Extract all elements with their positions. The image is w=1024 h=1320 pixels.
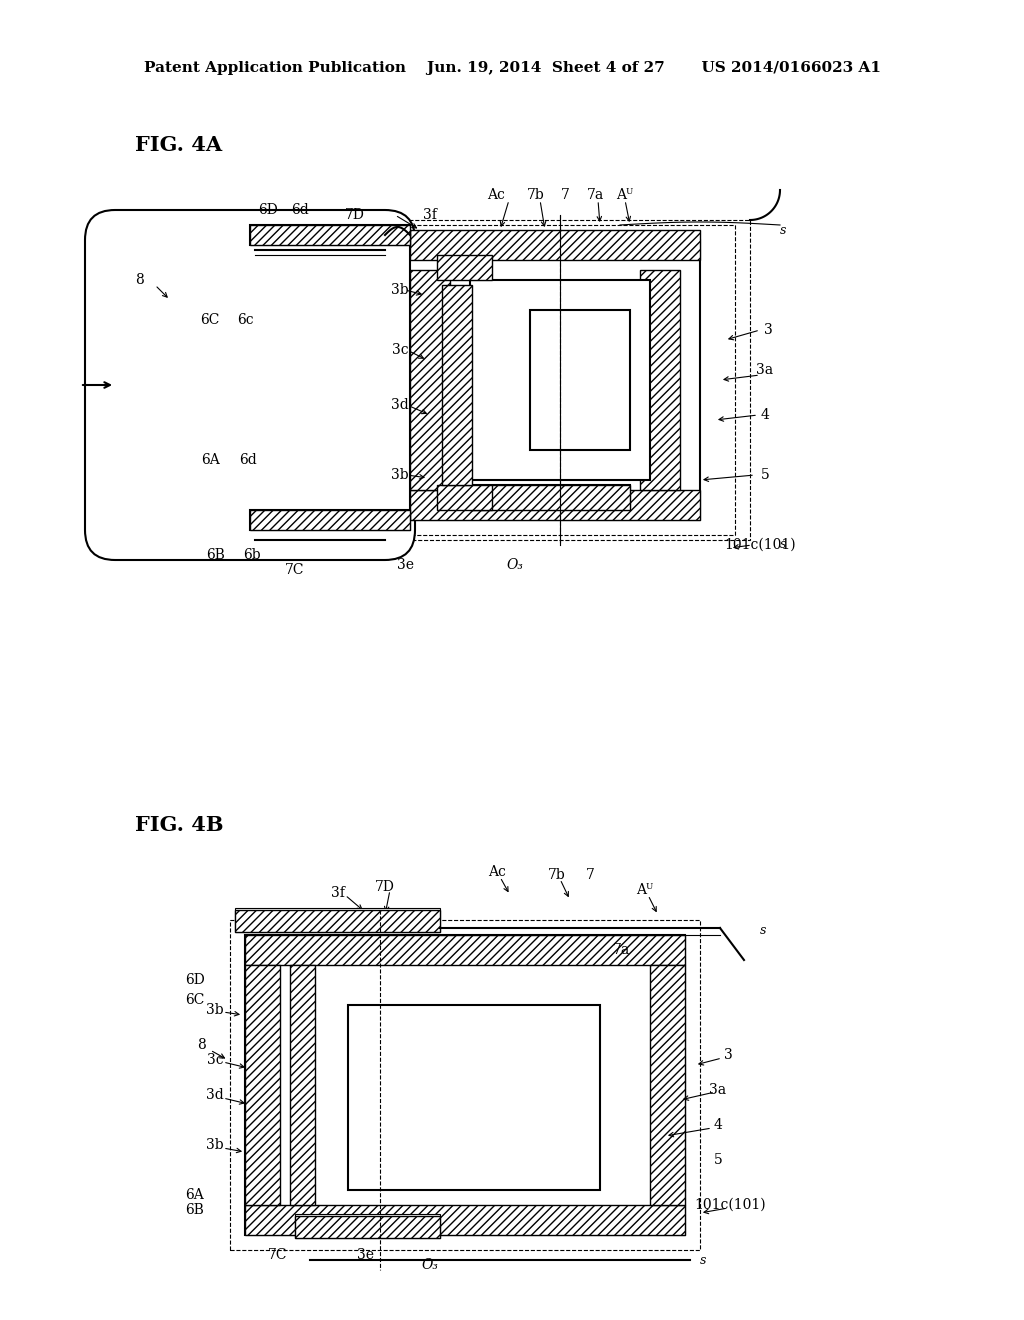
Bar xyxy=(410,240,700,520)
Text: Patent Application Publication    Jun. 19, 2014  Sheet 4 of 27       US 2014/016: Patent Application Publication Jun. 19, … xyxy=(143,61,881,75)
Text: 6d: 6d xyxy=(240,453,257,467)
Bar xyxy=(400,220,750,540)
Text: 101c(101): 101c(101) xyxy=(694,1199,766,1212)
Text: 5: 5 xyxy=(761,469,769,482)
Bar xyxy=(410,271,450,490)
Bar xyxy=(230,920,700,1250)
Text: 3: 3 xyxy=(724,1048,732,1063)
Bar xyxy=(295,1222,440,1230)
Bar xyxy=(245,965,280,1205)
Text: 7D: 7D xyxy=(345,209,365,222)
Bar xyxy=(530,310,630,450)
Text: 3c: 3c xyxy=(392,343,409,356)
Text: 5: 5 xyxy=(714,1152,722,1167)
Text: 6A: 6A xyxy=(185,1188,205,1203)
Bar xyxy=(250,510,410,531)
Text: 7a: 7a xyxy=(612,942,630,957)
Text: s: s xyxy=(760,924,766,936)
Text: 6C: 6C xyxy=(185,993,205,1007)
Text: 3b: 3b xyxy=(391,282,409,297)
Text: 3a: 3a xyxy=(710,1082,727,1097)
Text: 7: 7 xyxy=(560,187,569,202)
Bar xyxy=(640,271,680,490)
Bar xyxy=(442,285,472,484)
Text: 8: 8 xyxy=(198,1038,207,1052)
Text: Aᵁ: Aᵁ xyxy=(616,187,634,202)
Bar xyxy=(295,1214,440,1222)
Text: 6A: 6A xyxy=(201,453,219,467)
Text: s: s xyxy=(700,1254,707,1266)
Text: FIG. 4A: FIG. 4A xyxy=(135,135,222,154)
Bar xyxy=(234,908,440,916)
Text: 7b: 7b xyxy=(527,187,545,202)
Bar xyxy=(234,916,440,924)
Bar xyxy=(250,224,410,246)
Bar xyxy=(650,965,685,1205)
Text: 3a: 3a xyxy=(757,363,773,378)
Text: Aᵁ: Aᵁ xyxy=(636,883,653,898)
Text: 6B: 6B xyxy=(207,548,225,562)
Text: 7C: 7C xyxy=(268,1247,288,1262)
Text: Ac: Ac xyxy=(487,187,505,202)
Bar xyxy=(245,935,685,965)
Text: 3c: 3c xyxy=(207,1053,223,1067)
Bar xyxy=(470,280,650,480)
Text: FIG. 4B: FIG. 4B xyxy=(135,814,223,836)
Text: 6b: 6b xyxy=(243,548,261,562)
Bar xyxy=(234,909,440,932)
Text: 7C: 7C xyxy=(286,564,305,577)
Bar xyxy=(295,1216,440,1238)
Bar xyxy=(348,1005,600,1191)
Text: 7D: 7D xyxy=(375,880,395,894)
Text: 6D: 6D xyxy=(185,973,205,987)
Text: 8: 8 xyxy=(135,273,144,286)
Bar xyxy=(470,484,630,510)
Text: 3d: 3d xyxy=(391,399,409,412)
FancyBboxPatch shape xyxy=(85,210,415,560)
Bar xyxy=(290,965,315,1205)
Bar xyxy=(437,484,492,510)
Text: s: s xyxy=(780,223,786,236)
Bar xyxy=(437,255,492,280)
Text: 4: 4 xyxy=(761,408,769,422)
Bar xyxy=(410,490,700,520)
Text: 3b: 3b xyxy=(206,1138,224,1152)
Text: 7: 7 xyxy=(586,869,595,882)
Bar xyxy=(470,484,630,510)
Text: 6B: 6B xyxy=(185,1203,205,1217)
Text: 3: 3 xyxy=(764,323,772,337)
Text: Ac: Ac xyxy=(488,865,506,879)
Text: 3b: 3b xyxy=(206,1003,224,1016)
Text: 4: 4 xyxy=(714,1118,723,1133)
Bar xyxy=(245,1205,685,1236)
Text: 3e: 3e xyxy=(356,1247,374,1262)
Text: 3b: 3b xyxy=(391,469,409,482)
Text: 3e: 3e xyxy=(396,558,414,572)
Text: 6c: 6c xyxy=(237,313,253,327)
Bar xyxy=(410,230,700,260)
Text: O₃: O₃ xyxy=(507,558,523,572)
Text: s: s xyxy=(780,539,786,552)
Text: 6d: 6d xyxy=(291,203,309,216)
Text: 3f: 3f xyxy=(423,209,437,222)
Text: 101c(101): 101c(101) xyxy=(724,539,796,552)
Text: 6D: 6D xyxy=(258,203,278,216)
Text: 7a: 7a xyxy=(587,187,603,202)
Bar xyxy=(406,224,735,535)
Text: 3d: 3d xyxy=(206,1088,224,1102)
Text: 6C: 6C xyxy=(201,313,220,327)
Bar xyxy=(234,924,440,932)
Text: 3f: 3f xyxy=(331,886,345,900)
Bar xyxy=(250,510,410,531)
Text: 7b: 7b xyxy=(548,869,566,882)
Bar xyxy=(250,224,410,246)
Bar xyxy=(295,1230,440,1238)
Bar xyxy=(245,935,685,1236)
Text: O₃: O₃ xyxy=(422,1258,438,1272)
